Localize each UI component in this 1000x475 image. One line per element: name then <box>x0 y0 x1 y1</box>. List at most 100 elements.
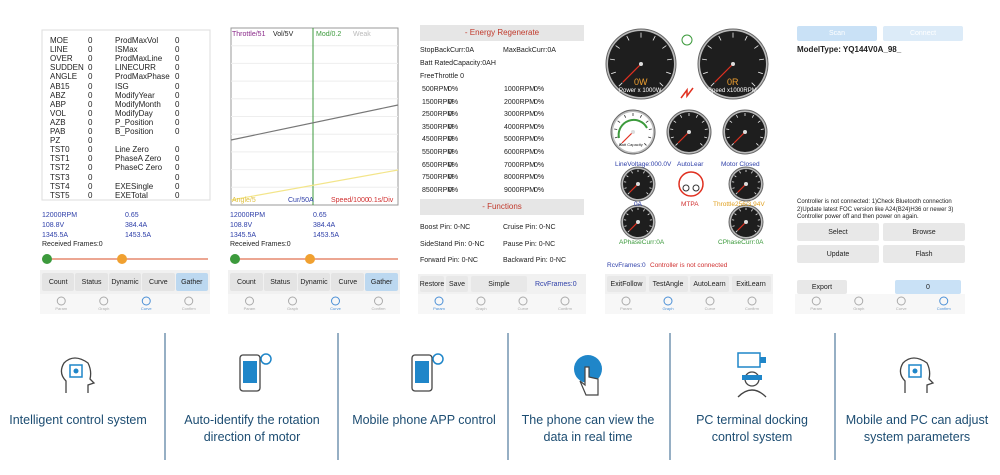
feature-icon <box>579 366 599 396</box>
tab-label: Confirm <box>744 306 759 311</box>
slider-knob <box>117 254 127 264</box>
tab-label: Param <box>620 306 632 311</box>
button[interactable]: Status <box>263 273 297 291</box>
label: VOL <box>50 108 67 118</box>
label: FreeThrottle 0 <box>420 73 464 80</box>
button[interactable]: Update <box>797 245 879 263</box>
gauge-tick <box>647 175 650 178</box>
button[interactable]: ExitLearn <box>731 276 771 292</box>
button[interactable]: ExitFollow <box>607 276 646 292</box>
gauge-tick <box>618 82 623 87</box>
label: 0% <box>534 86 545 93</box>
button[interactable]: Browse <box>883 223 965 241</box>
tab-label: Graph <box>475 306 487 311</box>
label: 0.65 <box>125 212 139 219</box>
label: PhaseA Zero <box>115 154 162 164</box>
button[interactable]: AutoLearn <box>690 276 729 292</box>
gauge-tick <box>710 82 715 87</box>
button[interactable]: Restore <box>420 276 444 292</box>
label: 0 <box>88 163 93 173</box>
tab-label: Param <box>243 306 256 311</box>
label: 1000RPM <box>504 86 536 93</box>
label: 1453.5A <box>125 232 152 239</box>
gauge-tick <box>609 58 615 61</box>
gauge-tick <box>648 136 652 139</box>
gauge-tick <box>755 175 758 178</box>
label: 0% <box>448 161 459 169</box>
gauge-tick <box>754 230 757 233</box>
feature-text: Auto-identify the rotation <box>184 413 320 427</box>
label: Weak <box>353 31 371 38</box>
gauge-tick <box>615 45 620 49</box>
gauge-tick <box>759 58 765 61</box>
label: Cur/50A <box>288 197 314 204</box>
button[interactable]: Gather <box>175 273 208 291</box>
gauge-arc <box>617 118 648 139</box>
gauge-tick <box>649 225 652 227</box>
label: EXETotal <box>115 190 148 200</box>
label: ModifyMonth <box>115 99 161 109</box>
button[interactable]: Simple <box>471 276 527 292</box>
mtpa-icon <box>678 171 704 197</box>
label: 7500RPM <box>422 174 454 182</box>
label: RcvFrames:0 <box>607 262 646 269</box>
label: 0 <box>175 99 180 109</box>
label: LINE <box>50 45 68 55</box>
label: 0 <box>175 127 180 136</box>
label: Angle/5 <box>232 197 256 204</box>
button[interactable]: Dynamic <box>108 273 142 291</box>
label: 0 <box>175 54 180 64</box>
button[interactable]: Status <box>75 273 108 291</box>
label: 0% <box>534 161 545 169</box>
tab-label: Curve <box>330 306 341 311</box>
label: 12000RPM <box>42 212 78 219</box>
feature-icon <box>73 368 79 374</box>
tab-icon <box>747 296 757 306</box>
button[interactable]: Select <box>797 223 879 241</box>
label: 0 <box>88 172 93 182</box>
button[interactable]: Export <box>797 280 847 294</box>
label: PAB <box>50 127 66 136</box>
gauge-tick <box>734 175 737 178</box>
label: MaxBackCurr:0A <box>503 47 556 54</box>
tab-label: Graph <box>98 306 110 311</box>
label: 0 <box>175 117 180 127</box>
label: Power x 1000W <box>619 88 662 94</box>
gauge-tick <box>739 209 741 212</box>
tab-bar <box>795 294 965 314</box>
gauge-tick <box>700 143 703 146</box>
button[interactable]: Save <box>446 276 468 292</box>
button[interactable]: Scan <box>797 26 877 41</box>
button[interactable]: Gather <box>365 273 398 291</box>
tab-bar <box>40 294 210 314</box>
label: 6500RPM <box>422 161 454 169</box>
button[interactable]: TestAngle <box>648 276 688 292</box>
gauge-tick <box>645 120 649 123</box>
label: TST5 <box>50 190 70 200</box>
label: P_Position <box>115 117 154 127</box>
label: CPhaseCurr:0A <box>718 239 764 246</box>
button[interactable]: Count <box>42 273 75 291</box>
button[interactable]: Count <box>230 273 263 291</box>
feature-icon <box>899 357 935 393</box>
feature-icon <box>69 364 83 378</box>
button[interactable]: Connect <box>883 26 963 41</box>
label: 4500RPM <box>422 136 454 144</box>
tab-icon <box>288 296 297 306</box>
button[interactable]: Curve <box>331 273 365 291</box>
gauge-tick <box>735 192 738 195</box>
tab-icon <box>374 296 383 306</box>
trace <box>230 169 399 201</box>
button[interactable]: Dynamic <box>297 273 331 291</box>
label: 0 <box>175 63 180 73</box>
gauge-tick <box>757 187 760 189</box>
button[interactable]: Curve <box>142 273 175 291</box>
button[interactable]: Flash <box>883 245 965 263</box>
label: 0% <box>448 174 459 182</box>
gauge-tick <box>626 175 629 178</box>
label: Backward Pin: 0-NC <box>503 257 567 264</box>
gauge-hub <box>743 130 747 134</box>
gauge-tick <box>626 35 630 41</box>
button[interactable]: 0 <box>895 280 961 294</box>
label: 0 <box>175 190 180 200</box>
